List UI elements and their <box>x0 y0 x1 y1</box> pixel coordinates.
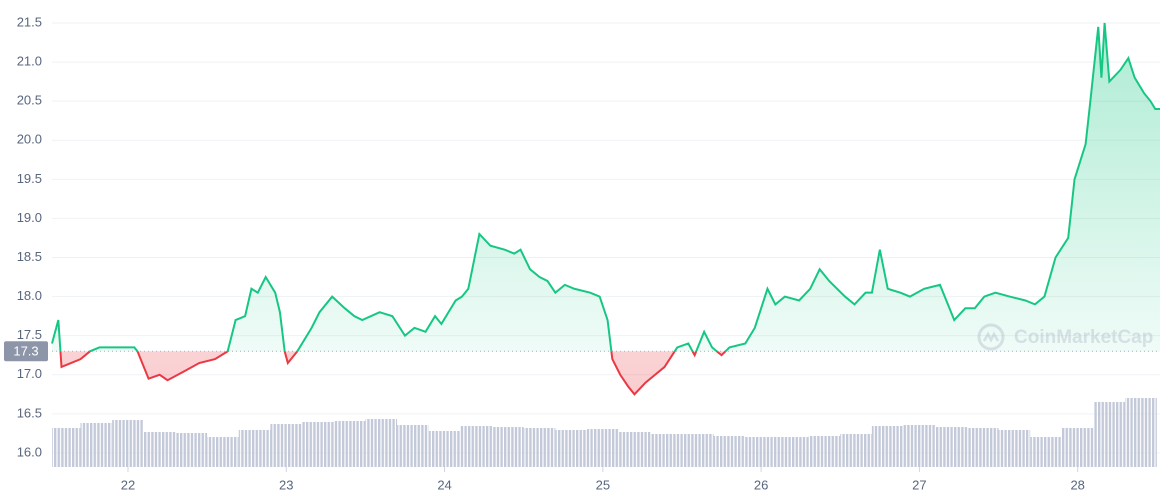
watermark: CoinMarketCap <box>977 323 1153 351</box>
volume-bar <box>80 423 113 467</box>
volume-bar <box>207 437 239 467</box>
volume-bar <box>713 436 746 467</box>
volume-bar <box>618 432 651 467</box>
x-tick-label: 28 <box>1070 477 1084 492</box>
volume-bar <box>1093 402 1126 467</box>
x-tick-label: 27 <box>912 477 926 492</box>
x-tick-label: 22 <box>121 477 135 492</box>
x-tick-label: 25 <box>596 477 610 492</box>
y-tick-label: 16.0 <box>17 444 42 459</box>
volume-bar <box>365 419 398 467</box>
volume-bar <box>998 430 1031 467</box>
volume-bar <box>840 434 872 467</box>
baseline-label-box <box>4 341 48 362</box>
y-tick-label: 21.5 <box>17 14 42 29</box>
area-up <box>52 22 1160 352</box>
volume-bar <box>650 434 682 467</box>
volume-bar <box>587 429 619 467</box>
volume-bar <box>681 434 714 467</box>
y-tick-label: 18.0 <box>17 288 42 303</box>
volume-bar <box>745 437 777 467</box>
watermark-text: CoinMarketCap <box>1014 327 1153 348</box>
volume-bar <box>238 430 271 467</box>
volume-bar <box>966 428 999 467</box>
volume-bar <box>555 430 588 467</box>
y-tick-label: 17.5 <box>17 327 42 342</box>
volume-bar <box>1030 437 1062 467</box>
volume-bar <box>776 437 809 467</box>
y-tick-label: 20.0 <box>17 132 42 147</box>
volume-bar <box>428 431 461 467</box>
volume-bar <box>1061 428 1094 467</box>
volume-bar <box>460 426 493 467</box>
y-tick-label: 20.5 <box>17 93 42 108</box>
volume-bar <box>397 425 429 467</box>
x-tick-label: 23 <box>279 477 293 492</box>
area-down <box>52 351 1160 395</box>
y-tick-label: 21.0 <box>17 54 42 69</box>
y-tick-label: 19.5 <box>17 171 42 186</box>
price-line-up <box>51 22 1160 352</box>
y-tick-label: 17.0 <box>17 366 42 381</box>
volume-bar <box>302 422 334 467</box>
volume-bar <box>935 427 967 467</box>
x-tick-label: 26 <box>754 477 768 492</box>
volume-bar <box>52 428 81 467</box>
volume-bar <box>333 421 366 467</box>
volume-bar <box>523 428 556 467</box>
x-tick-label: 24 <box>437 477 451 492</box>
volume-bar <box>808 436 841 467</box>
volume-bar <box>175 433 208 467</box>
volume-bar <box>270 424 303 467</box>
volume-bar <box>492 427 524 467</box>
price-line-down <box>59 351 727 396</box>
volume-bar <box>112 420 144 467</box>
y-tick-label: 19.0 <box>17 210 42 225</box>
volume-bar <box>871 426 904 467</box>
y-tick-label: 18.5 <box>17 249 42 264</box>
baseline-label: 17.3 <box>13 344 38 359</box>
volume-bar <box>903 425 936 467</box>
y-tick-label: 16.5 <box>17 405 42 420</box>
volume-bar <box>143 432 176 467</box>
volume-bar <box>1125 398 1157 467</box>
